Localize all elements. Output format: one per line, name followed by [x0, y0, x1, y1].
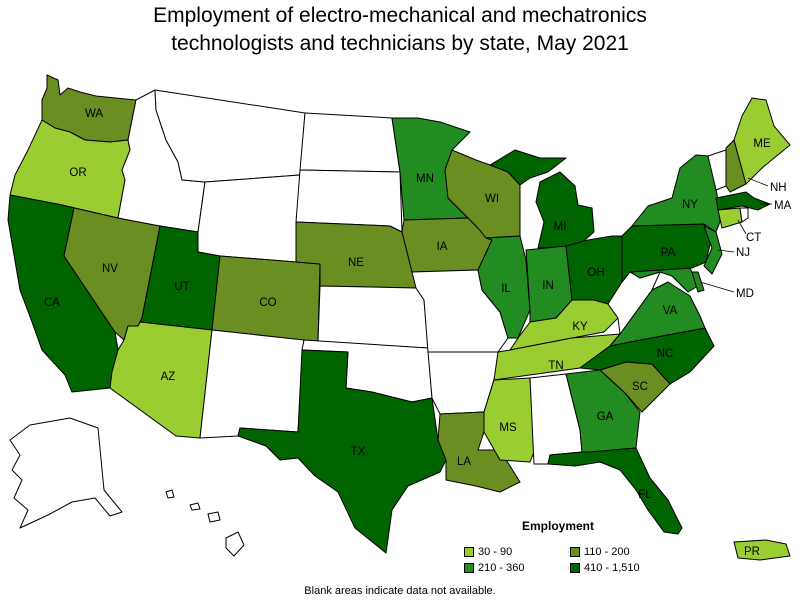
map-title-line2: technologists and technicians by state, …: [171, 32, 629, 55]
legend-swatch: [464, 563, 474, 573]
label-GA: GA: [597, 411, 614, 423]
state-WY[interactable]: [197, 174, 301, 263]
label-OH: OH: [587, 267, 604, 279]
label-NJ: NJ: [736, 247, 750, 259]
legend-label: 110 - 200: [584, 546, 630, 558]
label-CA: CA: [44, 297, 60, 309]
state-IL[interactable]: [477, 235, 531, 339]
label-NC: NC: [657, 348, 674, 360]
legend-swatch: [464, 547, 474, 557]
state-PR[interactable]: [733, 539, 791, 561]
label-leaders: [699, 177, 772, 293]
state-MI[interactable]: [489, 149, 595, 249]
label-SC: SC: [632, 381, 648, 393]
state-labels: WA OR CA NV UT AZ CO NE TX MN IA LA WI I…: [44, 108, 792, 558]
label-ME: ME: [753, 138, 771, 150]
map-title: Employment of electro-mechanical and mec…: [0, 2, 800, 58]
state-AK[interactable]: [9, 417, 123, 529]
legend-title: Employment: [522, 519, 595, 533]
legend-label: 210 - 360: [478, 562, 525, 574]
state-NY[interactable]: [631, 154, 721, 233]
state-DE[interactable]: [691, 271, 705, 293]
legend-swatch: [570, 563, 580, 573]
label-MN: MN: [416, 173, 434, 185]
state-MS[interactable]: [483, 377, 535, 463]
state-ME[interactable]: [733, 97, 791, 185]
legend-label: 410 - 1,510: [584, 562, 640, 574]
legend-item: 30 - 90: [464, 546, 512, 558]
label-CT: CT: [746, 232, 761, 244]
label-CO: CO: [259, 297, 276, 309]
state-CT[interactable]: [717, 207, 743, 229]
label-IL: IL: [501, 283, 511, 295]
legend-item: 110 - 200: [570, 546, 630, 558]
label-LA: LA: [457, 456, 471, 468]
state-KS[interactable]: [317, 285, 429, 349]
label-AZ: AZ: [161, 371, 176, 383]
state-MD[interactable]: [629, 267, 699, 293]
label-PA: PA: [661, 247, 676, 259]
label-MI: MI: [554, 221, 567, 233]
label-WA: WA: [85, 108, 103, 120]
label-MA: MA: [774, 200, 792, 212]
footnote: Blank areas indicate data not available.: [304, 585, 496, 597]
label-OR: OR: [69, 167, 86, 179]
label-TX: TX: [351, 446, 366, 458]
label-NY: NY: [682, 199, 698, 211]
label-MD: MD: [736, 288, 754, 300]
label-NH: NH: [770, 182, 787, 194]
label-VA: VA: [663, 305, 678, 317]
legend-item: 210 - 360: [464, 562, 524, 574]
label-MS: MS: [499, 422, 517, 434]
state-ND[interactable]: [299, 112, 401, 173]
state-NH[interactable]: [725, 139, 747, 193]
legend-label: 30 - 90: [478, 546, 513, 558]
state-NM[interactable]: [199, 329, 305, 439]
label-TN: TN: [548, 360, 563, 372]
label-FL: FL: [638, 489, 652, 501]
label-UT: UT: [174, 281, 189, 293]
state-MA[interactable]: [715, 191, 771, 211]
label-IN: IN: [542, 280, 554, 292]
map-title-line1: Employment of electro-mechanical and mec…: [153, 4, 647, 27]
label-IA: IA: [437, 241, 448, 253]
label-PR: PR: [744, 546, 760, 558]
legend-item: 410 - 1,510: [570, 562, 640, 574]
legend-swatch: [570, 547, 580, 557]
label-WI: WI: [485, 193, 499, 205]
state-FL[interactable]: [547, 447, 683, 535]
state-HI[interactable]: [165, 489, 245, 557]
state-TX[interactable]: [237, 349, 447, 554]
state-RI[interactable]: [739, 207, 749, 223]
label-NE: NE: [348, 257, 364, 269]
label-KY: KY: [572, 321, 588, 333]
label-NV: NV: [102, 263, 118, 275]
